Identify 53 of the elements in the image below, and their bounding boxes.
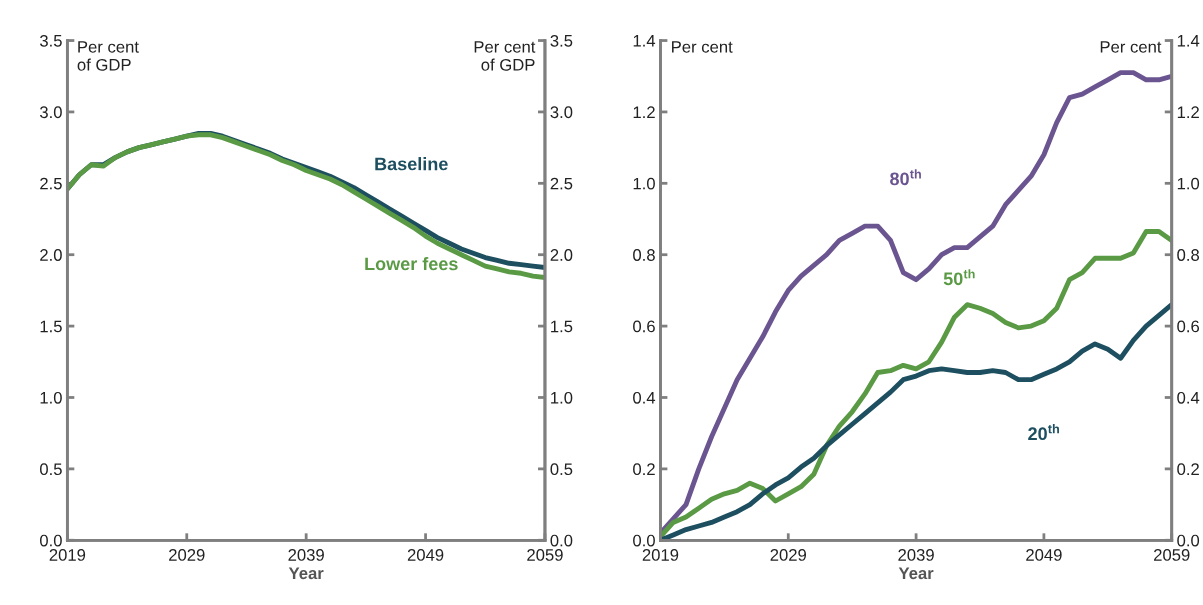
x-tick-label: 2029 [770, 549, 807, 561]
y2-tick-label: 1.4 [1177, 35, 1200, 47]
x-axis-title: Year [288, 567, 324, 580]
y-tick-label: 0.0 [39, 534, 62, 547]
x-tick-label: 2059 [1154, 549, 1190, 561]
x-tick-label: 2029 [169, 549, 205, 561]
x-axis-title: Year [898, 567, 934, 580]
y2-tick-label: 2.5 [550, 177, 573, 190]
y-tick-label: 3.0 [39, 106, 62, 119]
y2-tick-label: 3.0 [550, 106, 573, 119]
y-axis-title: Per cent of GDP [77, 41, 139, 71]
y2-axis-title: Per cent of GDP [474, 41, 536, 71]
y-tick-label: 3.5 [39, 34, 62, 47]
y-tick-label: 0.0 [633, 534, 655, 547]
y2-tick-label: 1.2 [1177, 106, 1199, 118]
y-axis-title: Per cent [672, 41, 733, 53]
series-label: Baseline [375, 157, 448, 171]
y-tick-label: 2.5 [40, 177, 62, 190]
y2-tick-label: 0.0 [550, 534, 573, 547]
x-tick-label: 2059 [527, 549, 563, 561]
y2-tick-label: 0.5 [550, 463, 573, 476]
y2-tick-label: 1.0 [1177, 177, 1200, 190]
y2-tick-label: 0.6 [1177, 320, 1200, 333]
x-tick-label: 2019 [49, 549, 86, 561]
x-tick-label: 2039 [288, 549, 324, 561]
x-tick-label: 2019 [642, 549, 679, 561]
y-tick-label: 0.4 [633, 391, 656, 404]
series-label: 50$^{th}$ [943, 269, 975, 286]
y-tick-label: 1.0 [633, 177, 655, 190]
text: 20$^{th}$ [1028, 424, 1059, 441]
x-tick-label: 2049 [407, 549, 444, 561]
x-tick-label: 2049 [1026, 549, 1062, 561]
y-tick-label: 2.0 [40, 249, 62, 261]
y-tick-label: 1.4 [633, 35, 656, 47]
y2-tick-label: 1.0 [551, 391, 573, 404]
y-tick-label: 1.2 [633, 106, 655, 118]
y-tick-label: 1.5 [40, 320, 62, 333]
y-tick-label: 0.5 [39, 463, 62, 476]
y-tick-label: 0.6 [633, 320, 655, 333]
y2-tick-label: 0.8 [1177, 249, 1200, 261]
y-tick-label: 0.8 [633, 249, 655, 261]
y-tick-label: 0.2 [633, 463, 655, 476]
x-tick-label: 2039 [898, 549, 934, 561]
y2-tick-label: 2.0 [550, 249, 573, 261]
y2-tick-label: 0.2 [1177, 463, 1199, 476]
y2-tick-label: 0.4 [1177, 391, 1200, 404]
y2-axis-title: Per cent [1100, 41, 1162, 53]
series-label: Lower fees [365, 257, 458, 271]
text: 80$^{th}$ [890, 169, 921, 186]
y2-tick-label: 0.0 [1177, 534, 1200, 547]
y-tick-label: 1.0 [40, 391, 62, 404]
y2-tick-label: 1.5 [551, 320, 573, 333]
y2-tick-label: 3.5 [550, 34, 573, 47]
